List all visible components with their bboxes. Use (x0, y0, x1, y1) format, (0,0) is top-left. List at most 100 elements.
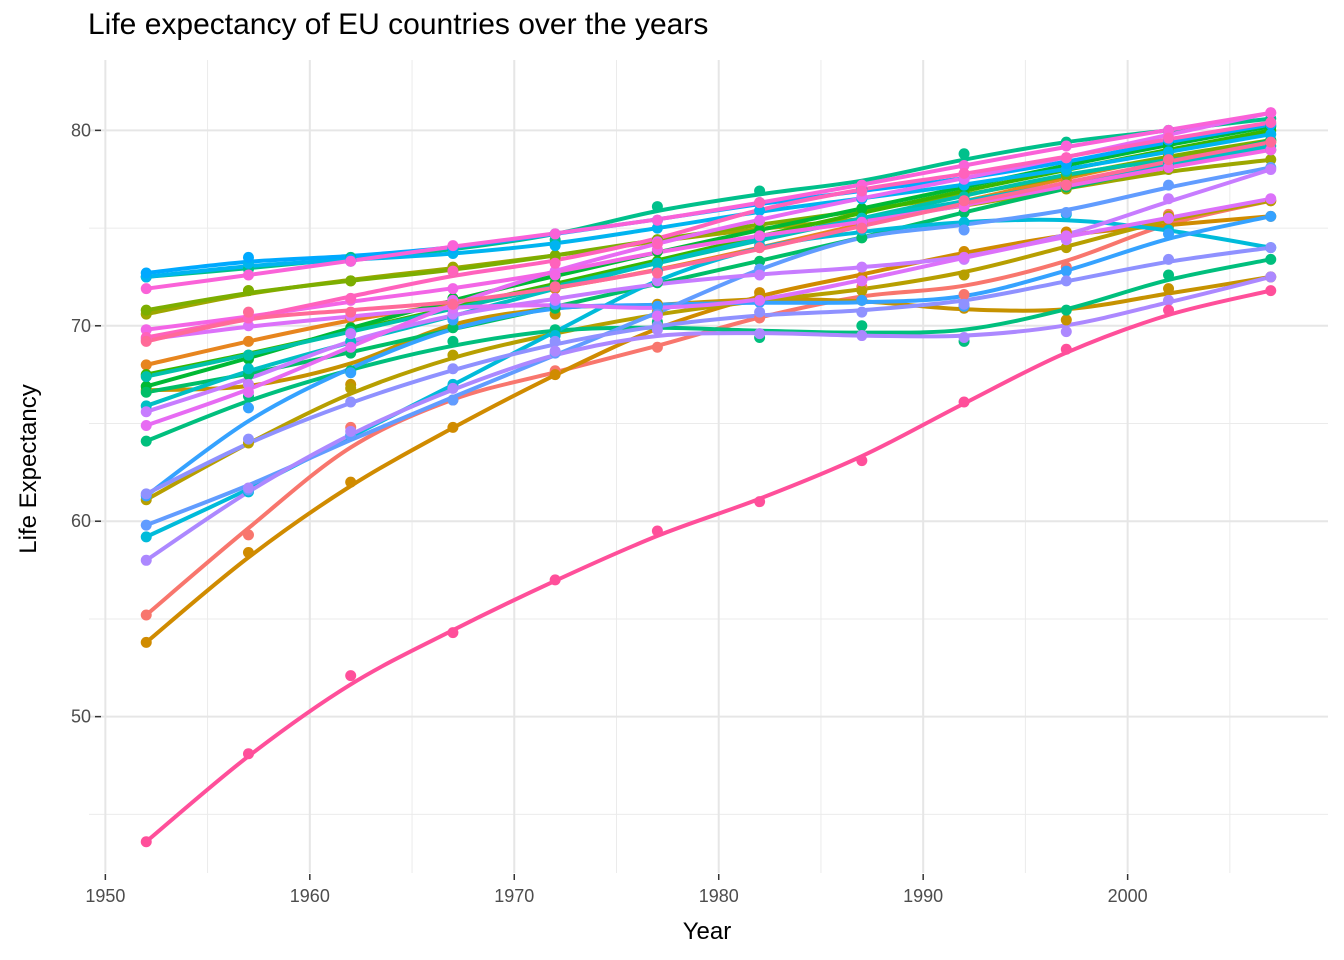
data-point (856, 330, 868, 342)
data-point (1265, 193, 1277, 205)
axis-ticks (95, 129, 1129, 880)
data-point (1265, 117, 1277, 129)
data-point (1163, 124, 1175, 136)
series-line (144, 198, 1273, 502)
data-point (1265, 128, 1277, 140)
data-point (549, 249, 561, 261)
series-line (144, 245, 1273, 496)
data-point (1265, 154, 1277, 166)
data-point (958, 396, 970, 408)
data-point (1265, 271, 1277, 283)
data-point (242, 402, 254, 414)
data-point (754, 269, 766, 281)
data-point (242, 482, 254, 494)
data-point (651, 222, 663, 234)
data-point (242, 306, 254, 318)
data-point (447, 363, 459, 375)
data-point (856, 185, 868, 197)
data-point (345, 476, 357, 488)
data-point (958, 298, 970, 310)
data-point (447, 298, 459, 310)
data-point (856, 285, 868, 297)
grid-minor (89, 60, 1328, 873)
data-point (1163, 253, 1175, 265)
data-point (958, 195, 970, 207)
data-point (958, 269, 970, 281)
data-point (1163, 132, 1175, 144)
data-point (958, 167, 970, 179)
data-point (549, 228, 561, 240)
data-point (242, 269, 254, 281)
data-point (242, 335, 254, 347)
data-point (140, 836, 152, 848)
data-point (140, 371, 152, 383)
data-point (856, 203, 868, 215)
data-point (958, 251, 970, 263)
data-point (345, 255, 357, 267)
series-line (144, 147, 1273, 332)
data-point (140, 435, 152, 447)
data-point (1163, 154, 1175, 166)
data-point (345, 275, 357, 287)
series-line (144, 110, 1273, 291)
x-tick-labels: 1950 1960 1970 1980 1990 2000 (85, 886, 1147, 906)
data-point (140, 488, 152, 500)
data-point (242, 529, 254, 541)
data-point (242, 349, 254, 361)
data-point (856, 275, 868, 287)
data-point (345, 382, 357, 394)
data-point (549, 574, 561, 586)
data-point (1060, 275, 1072, 287)
data-point (651, 310, 663, 322)
data-point (856, 222, 868, 234)
x-tick-label: 1980 (699, 886, 739, 906)
data-point (549, 281, 561, 293)
data-point (140, 335, 152, 347)
data-point (1265, 242, 1277, 254)
data-point (856, 261, 868, 273)
data-point (140, 324, 152, 336)
x-tick-label: 1950 (85, 886, 125, 906)
data-point (1060, 326, 1072, 338)
data-point (140, 609, 152, 621)
data-point (140, 419, 152, 431)
data-point (140, 636, 152, 648)
data-point (447, 240, 459, 252)
data-point (447, 322, 459, 334)
series-lines (144, 110, 1273, 844)
data-point (651, 324, 663, 336)
data-point (856, 320, 868, 332)
data-point (1060, 206, 1072, 218)
x-tick-label: 1960 (290, 886, 330, 906)
data-point (345, 292, 357, 304)
data-point (1163, 228, 1175, 240)
data-point (345, 367, 357, 379)
data-point (140, 359, 152, 371)
data-point (651, 201, 663, 213)
data-point (140, 531, 152, 543)
series-points (140, 107, 1277, 848)
data-point (549, 335, 561, 347)
data-point (549, 292, 561, 304)
data-point (242, 748, 254, 760)
series-line (144, 274, 1273, 563)
series-line (144, 140, 1273, 344)
data-point (1265, 144, 1277, 156)
data-point (958, 216, 970, 228)
data-point (345, 425, 357, 437)
data-point (754, 255, 766, 267)
data-point (1163, 161, 1175, 173)
data-point (754, 306, 766, 318)
y-tick-label: 60 (71, 511, 91, 531)
data-point (1060, 314, 1072, 326)
data-point (1163, 179, 1175, 191)
data-point (549, 269, 561, 281)
data-point (1265, 253, 1277, 265)
data-point (651, 257, 663, 269)
data-point (140, 304, 152, 316)
y-tick-label: 50 (71, 707, 91, 727)
data-point (754, 204, 766, 216)
grid-major (89, 60, 1328, 873)
data-point (447, 349, 459, 361)
